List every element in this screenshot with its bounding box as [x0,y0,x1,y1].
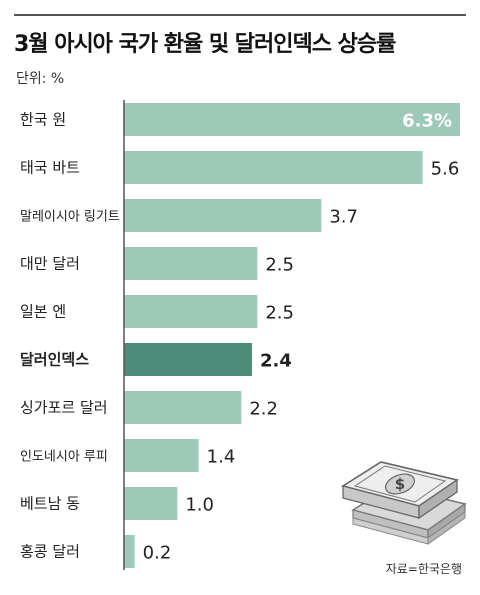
value-label: 2.4 [260,351,292,372]
bar [124,247,258,280]
category-label: 베트남 동 [20,495,80,513]
category-label: 말레이시아 링기트 [20,210,120,225]
value-label: 3.7 [329,207,358,228]
unit-label: 단위: % [16,71,65,87]
category-label: 인도네시아 루피 [20,450,108,465]
bars-layer: 한국 원 6.3% 태국 바트 5.6 말레이시아 링기트 3.7 대만 달러 2.5 일본 엔… [20,103,460,568]
category-label: 태국 바트 [20,159,80,177]
value-label: 1.4 [207,447,236,468]
bar [124,103,460,136]
svg-text:$: $ [395,475,405,493]
category-label: 싱가포르 달러 [20,399,108,417]
value-label: 2.5 [265,255,294,276]
bar [124,343,252,376]
value-label: 0.2 [143,543,172,564]
category-label: 일본 엔 [20,303,66,321]
bar [124,487,178,520]
bar [124,439,199,472]
category-label: 홍콩 달러 [20,543,80,561]
category-label: 달러인덱스 [20,351,89,369]
top-rule [14,14,466,16]
value-label: 2.2 [249,399,278,420]
category-label: 한국 원 [20,111,66,129]
value-label: 1.0 [185,495,214,516]
value-label: 5.6 [431,159,460,180]
bar [124,391,242,424]
bar [124,295,258,328]
chart-title: 3월 아시아 국가 환율 및 달러인덱스 상승률 [14,32,396,57]
value-label: 2.5 [265,303,294,324]
source-note: 자료=한국은행 [385,562,462,576]
bar [124,199,322,232]
money-stack-icon: $ [341,461,467,545]
bar [124,535,135,568]
value-label: 6.3% [402,111,452,132]
bar [124,151,423,184]
category-label: 대만 달러 [20,255,80,273]
